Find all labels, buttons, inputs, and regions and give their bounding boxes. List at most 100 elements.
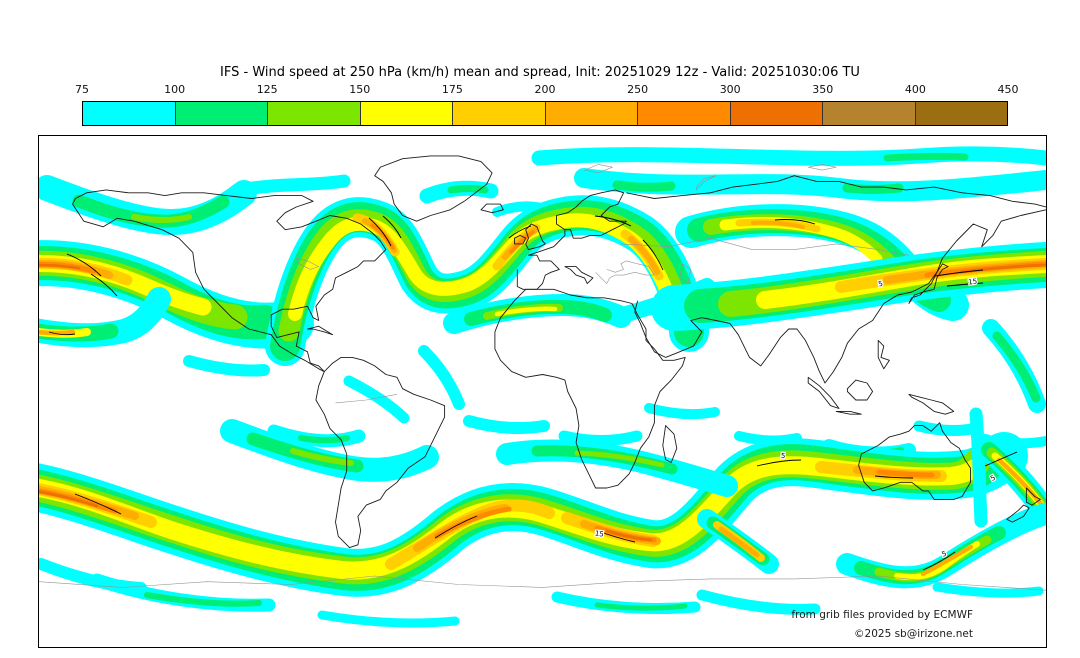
map-graphic	[594, 529, 636, 543]
colorbar-tick-label: 75	[75, 83, 89, 96]
colorbar-tick-label: 150	[349, 83, 371, 96]
coastline-java	[835, 410, 862, 415]
coastline-novaya-zemlya	[696, 175, 717, 191]
map-graphic	[696, 589, 821, 615]
map-graphic	[370, 223, 395, 250]
colorbar-segment-400-450	[915, 102, 1007, 125]
map-graphic	[913, 420, 983, 436]
map-graphic	[232, 174, 351, 197]
coastline-madagascar	[662, 425, 678, 463]
map-graphic	[288, 213, 674, 321]
coastline-svalbard	[584, 164, 613, 174]
map-graphic	[594, 215, 632, 227]
coastline-africa	[494, 288, 686, 489]
map-graphic	[996, 457, 1044, 507]
map-graphic	[874, 475, 914, 479]
map-graphic	[298, 435, 350, 444]
map-graphic	[934, 269, 984, 277]
coastlines	[39, 155, 1046, 591]
colorbar-tick-label: 350	[812, 83, 834, 96]
cyan-subantarctic	[39, 558, 1044, 628]
colorbar-tick-label: 450	[997, 83, 1019, 96]
colorbar-segment-75-100	[83, 102, 176, 125]
map-graphic	[756, 459, 802, 467]
coastline-iceland	[480, 203, 504, 214]
map-graphic	[876, 469, 935, 478]
colorbar-segment-200-250	[545, 102, 638, 125]
map-graphic	[959, 263, 1046, 274]
jet-japan-descending-branch	[982, 319, 1046, 413]
colorbar-segment-175-200	[453, 102, 546, 125]
coastline-greenland	[374, 155, 493, 222]
colorbar-segments	[82, 101, 1008, 126]
coastline-philippines	[877, 339, 890, 370]
colorbar-tick-label: 125	[256, 83, 278, 96]
map-graphic	[343, 375, 410, 424]
coastline-north-america	[72, 189, 387, 373]
map-graphic	[66, 253, 102, 277]
map-graphic	[718, 526, 760, 558]
map-graphic	[932, 582, 1044, 598]
map-graphic	[946, 282, 984, 287]
coastline-new-guinea	[908, 393, 955, 415]
attribution-copyright: ©2025 sb@irizone.net	[854, 628, 973, 640]
coastline-balkans-blacksea	[595, 260, 655, 284]
colorbar-segment-125-150	[268, 102, 361, 125]
jet-north-atlantic	[265, 195, 709, 366]
attribution-source: from grib files provided by ECMWF	[791, 609, 973, 621]
map-graphic	[594, 602, 688, 611]
colorbar-tick-label: 400	[904, 83, 926, 96]
coastline-ireland	[514, 234, 527, 245]
coastline-antarctica-coast	[39, 575, 1046, 591]
cyan-arctic-top	[531, 146, 1046, 166]
map-graphic	[90, 273, 118, 297]
map-graphic	[644, 403, 720, 420]
coastline-europe-west	[516, 189, 627, 290]
map-graphic	[642, 239, 664, 271]
coastline-sumatra	[807, 376, 840, 409]
coastline-great-lakes	[296, 257, 319, 270]
coastline-south-america	[315, 356, 446, 549]
coastline-japan	[908, 263, 949, 304]
colorbar-tick-label: 250	[627, 83, 649, 96]
colorbar-segment-250-300	[638, 102, 731, 125]
map-graphic	[131, 214, 192, 223]
cyan-siberia	[574, 168, 1046, 202]
coastline-asia-east-south-coast	[634, 209, 1046, 384]
world-map: 5 15 5 5 15 5 from grib files provided by ECM…	[38, 135, 1047, 648]
coastline-borneo	[846, 379, 874, 401]
coastline-asia-arctic-coast	[626, 175, 1046, 208]
colorbar-segment-350-400	[823, 102, 916, 125]
coastline-britain	[525, 223, 546, 251]
spread-contour-labels: 5 15 5 5 15 5	[593, 276, 998, 560]
coastline-australia	[858, 422, 971, 500]
map-graphic	[183, 355, 270, 377]
map-graphic	[48, 331, 76, 336]
colorbar-tick-label: 200	[534, 83, 556, 96]
jet-south-indian-flank	[496, 439, 738, 497]
coastline-italy	[564, 266, 594, 285]
map-graphic	[969, 407, 988, 528]
map-graphic	[144, 592, 262, 607]
spread-contour-label: 5	[941, 550, 948, 559]
colorbar-tick-label: 100	[164, 83, 186, 96]
map-graphic	[774, 219, 816, 225]
jet-stream-bands	[39, 146, 1046, 628]
colorbar-segment-300-350	[730, 102, 823, 125]
spread-contour-label: 5	[878, 280, 884, 289]
map-graphic	[883, 152, 969, 162]
map-graphic	[574, 450, 665, 468]
spread-contour-label: 15	[968, 277, 978, 286]
map-graphic	[992, 331, 1041, 403]
map-graphic	[605, 529, 653, 542]
map-graphic	[74, 493, 122, 515]
map-graphic	[39, 263, 81, 270]
map-graphic	[612, 180, 676, 192]
spread-contour-label: 5	[989, 474, 997, 483]
map-graphic	[39, 329, 76, 336]
spread-contour-label: 5	[781, 452, 786, 460]
jet-southern-main	[39, 432, 1028, 597]
map-graphic	[368, 217, 392, 247]
map-graphic	[509, 230, 535, 254]
